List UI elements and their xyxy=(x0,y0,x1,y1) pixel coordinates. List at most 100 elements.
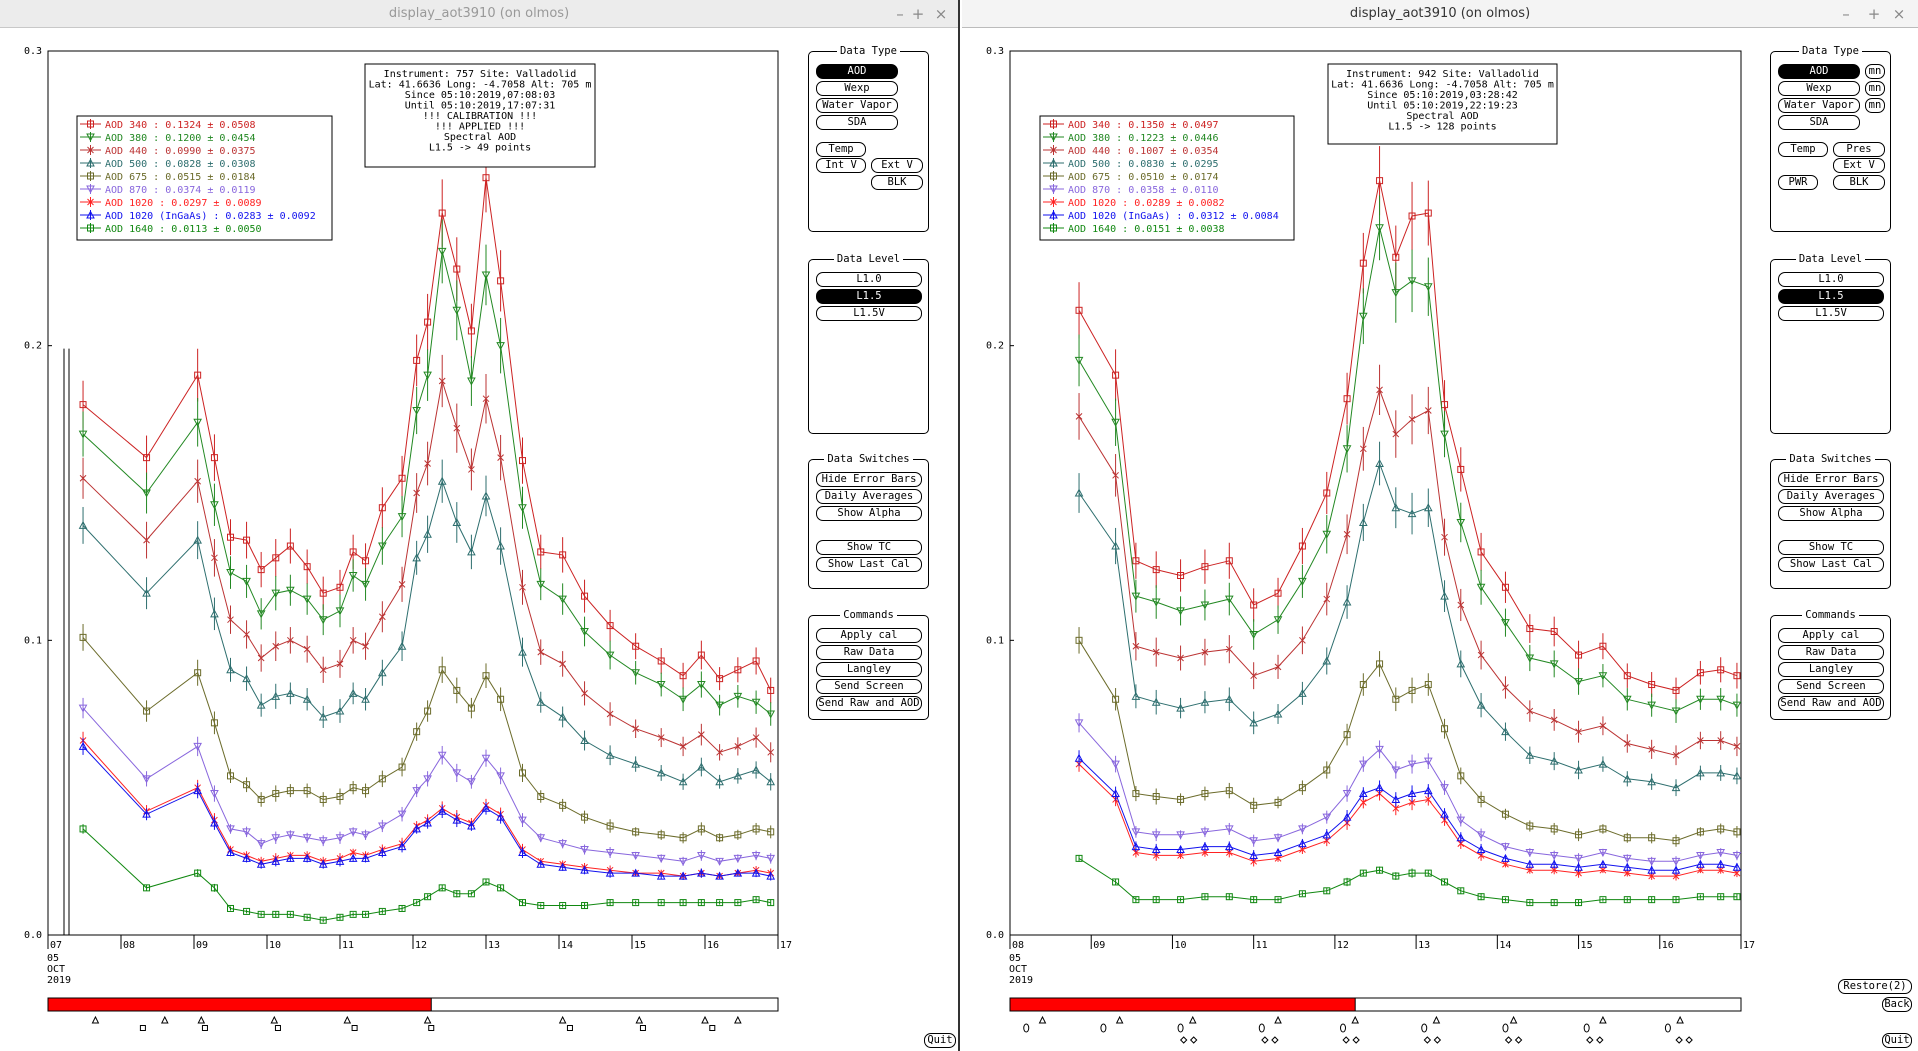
legend-entry: AOD 1020 : 0.0289 ± 0.0082 xyxy=(1068,198,1225,209)
data-point xyxy=(303,787,311,795)
wexp-button[interactable]: Wexp xyxy=(1778,81,1860,96)
temp-button[interactable]: Temp xyxy=(816,142,866,157)
send-screen-button[interactable]: Send Screen xyxy=(816,679,922,694)
blk-button[interactable]: BLK xyxy=(871,175,923,190)
daily-averages-button[interactable]: Daily Averages xyxy=(816,489,922,504)
data-point xyxy=(1550,866,1558,874)
restore-button[interactable]: Restore(2) xyxy=(1838,979,1912,994)
data-point xyxy=(581,813,589,821)
show-alpha-button[interactable]: Show Alpha xyxy=(816,506,922,521)
apply-cal-button[interactable]: Apply cal xyxy=(1778,628,1884,643)
data-point xyxy=(1716,768,1726,777)
quit-button[interactable]: Quit xyxy=(1882,1033,1912,1048)
legend-entry: AOD 870 : 0.0374 ± 0.0119 xyxy=(105,185,256,196)
data-point xyxy=(210,719,218,727)
close-icon[interactable]: × xyxy=(934,5,948,23)
langley-button[interactable]: Langley xyxy=(1778,662,1884,677)
close-icon[interactable]: × xyxy=(1892,5,1906,23)
pwr-button[interactable]: PWR xyxy=(1778,175,1818,190)
water-vapor-button[interactable]: Water Vapor xyxy=(1778,98,1860,113)
data-point xyxy=(1732,771,1742,780)
data-point xyxy=(1408,686,1416,694)
x-tick-label: 14 xyxy=(1499,940,1511,951)
sda-button[interactable]: SDA xyxy=(1778,115,1860,130)
data-point xyxy=(1376,177,1384,185)
show-last-cal-button[interactable]: Show Last Cal xyxy=(1778,557,1884,572)
apply-cal-button[interactable]: Apply cal xyxy=(816,628,922,643)
data-point xyxy=(1201,563,1209,571)
ext-v-button[interactable]: Ext V xyxy=(871,158,923,173)
data-point xyxy=(1273,847,1283,856)
aod-button[interactable]: AOD xyxy=(1778,64,1860,79)
data-point xyxy=(580,735,589,745)
data-point xyxy=(536,834,546,843)
wexp-button[interactable]: Wexp xyxy=(816,81,898,96)
mn-button[interactable]: mn xyxy=(1865,64,1885,79)
mn-button[interactable]: mn xyxy=(1865,98,1885,113)
series-aod-440 xyxy=(79,354,775,763)
l1-0-button[interactable]: L1.0 xyxy=(816,272,922,287)
data-point xyxy=(1152,852,1160,859)
minimize-icon[interactable]: – xyxy=(896,5,904,23)
data-point xyxy=(751,868,761,877)
water-vapor-button[interactable]: Water Vapor xyxy=(816,98,898,113)
data-point xyxy=(1225,849,1233,856)
back-button[interactable]: Back xyxy=(1882,997,1912,1012)
blk-button[interactable]: BLK xyxy=(1833,175,1885,190)
data-point xyxy=(1717,737,1725,744)
ext-v-button[interactable]: Ext V xyxy=(1833,158,1885,173)
data-point xyxy=(1526,822,1534,830)
raw-data-button[interactable]: Raw Data xyxy=(1778,645,1884,660)
quit-button[interactable]: Quit xyxy=(924,1033,956,1048)
sda-button[interactable]: SDA xyxy=(816,115,898,130)
measurement-marker xyxy=(1258,1023,1265,1033)
l1-5v-button[interactable]: L1.5V xyxy=(816,306,922,321)
maximize-icon[interactable]: + xyxy=(1867,5,1881,23)
l1-5-button[interactable]: L1.5 xyxy=(816,289,922,304)
temp-button[interactable]: Temp xyxy=(1778,142,1828,157)
series-line xyxy=(1078,461,1737,789)
legend-marker xyxy=(1050,172,1057,180)
daily-averages-button[interactable]: Daily Averages xyxy=(1778,489,1884,504)
data-point xyxy=(1477,893,1485,901)
x-tick-label: 15 xyxy=(1581,940,1593,951)
show-tc-button[interactable]: Show TC xyxy=(816,540,922,555)
x-tick-label: 07 xyxy=(50,940,62,951)
send-screen-button[interactable]: Send Screen xyxy=(1778,679,1884,694)
minimize-icon[interactable]: – xyxy=(1842,5,1850,23)
data-point xyxy=(1574,765,1583,774)
data-point xyxy=(1407,509,1417,518)
data-point xyxy=(1501,896,1509,904)
data-point xyxy=(1342,812,1352,821)
data-point xyxy=(1075,636,1083,644)
data-point xyxy=(1423,757,1433,766)
data-switches-panel: Data Switches Hide Error Bars Daily Averag… xyxy=(808,453,929,589)
maximize-icon[interactable]: + xyxy=(911,5,925,23)
measurement-marker xyxy=(274,1025,281,1031)
hide-error-bars-button[interactable]: Hide Error Bars xyxy=(1778,472,1884,487)
data-point xyxy=(256,859,266,868)
x-tick-label: 08 xyxy=(123,940,135,951)
show-last-cal-button[interactable]: Show Last Cal xyxy=(816,557,922,572)
l1-5v-button[interactable]: L1.5V xyxy=(1778,306,1884,321)
l1-0-button[interactable]: L1.0 xyxy=(1778,272,1884,287)
aod-button[interactable]: AOD xyxy=(816,64,898,79)
langley-button[interactable]: Langley xyxy=(816,662,922,677)
send-raw-and-aod-button[interactable]: Send Raw and AOD xyxy=(1778,696,1884,711)
data-point xyxy=(767,686,775,694)
l1-5-button[interactable]: L1.5 xyxy=(1778,289,1884,304)
pres-button[interactable]: Pres xyxy=(1833,142,1885,157)
mn-button[interactable]: mn xyxy=(1865,81,1885,96)
send-raw-and-aod-button[interactable]: Send Raw and AOD xyxy=(816,696,922,711)
series-aod-870 xyxy=(78,697,776,866)
data-point xyxy=(1151,844,1161,854)
hide-error-bars-button[interactable]: Hide Error Bars xyxy=(816,472,922,487)
measurement-marker xyxy=(1261,1036,1269,1044)
commands-panel: Commands Apply cal Raw Data Langley Send Scr… xyxy=(808,609,929,720)
data-point xyxy=(678,695,688,704)
int-v-button[interactable]: Int V xyxy=(816,158,866,173)
raw-data-button[interactable]: Raw Data xyxy=(816,645,922,660)
show-tc-button[interactable]: Show TC xyxy=(1778,540,1884,555)
show-alpha-button[interactable]: Show Alpha xyxy=(1778,506,1884,521)
measurement-marker xyxy=(343,1015,352,1024)
